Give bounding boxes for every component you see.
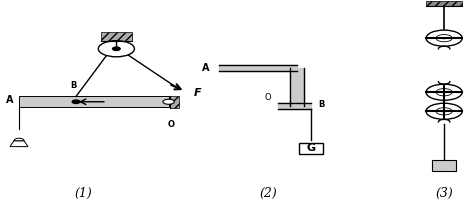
Text: O: O bbox=[168, 120, 175, 129]
Circle shape bbox=[426, 84, 462, 100]
Circle shape bbox=[426, 103, 462, 119]
Circle shape bbox=[113, 47, 120, 50]
Bar bbox=[101, 32, 132, 41]
Text: O: O bbox=[264, 93, 271, 102]
Text: F: F bbox=[194, 88, 201, 98]
Text: (2): (2) bbox=[259, 187, 277, 200]
Bar bbox=[432, 160, 456, 171]
Circle shape bbox=[442, 37, 446, 39]
Circle shape bbox=[163, 99, 174, 104]
Text: G: G bbox=[306, 143, 316, 153]
Bar bbox=[427, 1, 462, 6]
Text: A: A bbox=[6, 95, 13, 105]
Circle shape bbox=[72, 100, 80, 103]
Circle shape bbox=[442, 91, 446, 93]
Polygon shape bbox=[218, 65, 297, 71]
Bar bbox=[299, 143, 323, 154]
Circle shape bbox=[442, 110, 446, 112]
Text: B: B bbox=[319, 100, 325, 109]
Polygon shape bbox=[278, 103, 311, 109]
Polygon shape bbox=[10, 141, 28, 147]
Polygon shape bbox=[290, 68, 304, 106]
Text: (1): (1) bbox=[74, 187, 92, 200]
Bar bbox=[170, 96, 179, 108]
Circle shape bbox=[426, 30, 462, 46]
Text: (3): (3) bbox=[435, 187, 453, 200]
Bar bbox=[19, 96, 169, 107]
Polygon shape bbox=[14, 138, 24, 141]
Circle shape bbox=[98, 41, 134, 57]
Text: A: A bbox=[202, 63, 210, 73]
Text: B: B bbox=[70, 81, 77, 90]
